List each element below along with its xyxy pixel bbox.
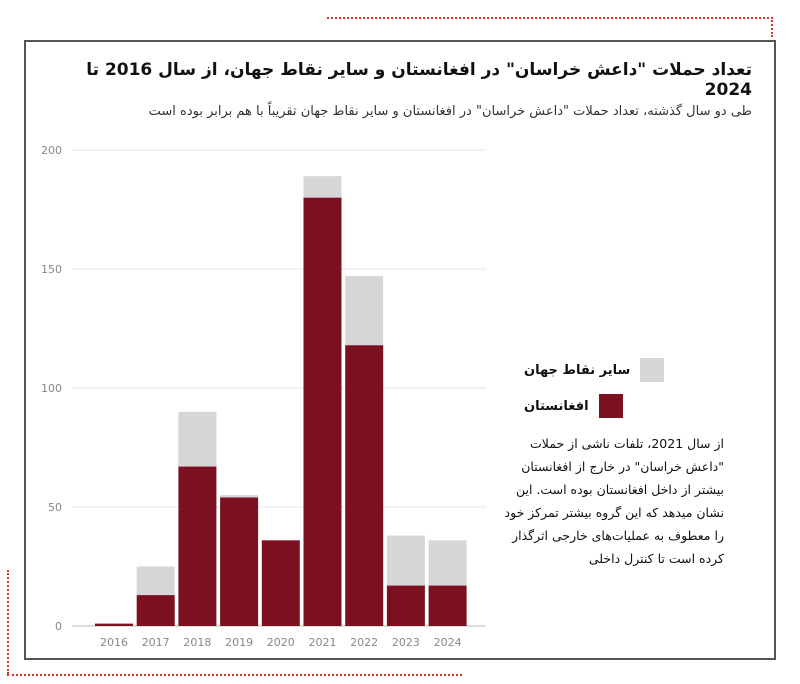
legend-label-other-world: سایر نقاط جهان [524, 362, 631, 378]
y-tick-label-200: 200 [41, 144, 62, 157]
decorative-dotted-line-bottom [7, 674, 462, 676]
x-tick-label-2020: 2020 [267, 636, 295, 649]
x-tick-label-2019: 2019 [225, 636, 253, 649]
bar-afghanistan-2023 [386, 585, 425, 626]
y-tick-label-0: 0 [55, 620, 62, 633]
bar-other-world-2021 [303, 176, 342, 198]
bar-afghanistan-2018 [178, 466, 217, 626]
bar-afghanistan-2019 [220, 497, 259, 626]
bar-afghanistan-2016 [95, 623, 133, 626]
x-tick-label-2018: 2018 [183, 636, 211, 649]
y-tick-label-150: 150 [41, 263, 62, 276]
x-tick-label-2023: 2023 [392, 636, 420, 649]
bar-afghanistan-2021 [303, 197, 342, 626]
legend-swatch-other-world [640, 358, 665, 382]
decorative-dotted-line-top [327, 17, 773, 19]
legend-swatch-afghanistan [598, 394, 623, 418]
legend-label-afghanistan: افغانستان [524, 398, 589, 414]
x-tick-label-2017: 2017 [142, 636, 170, 649]
bar-afghanistan-2017 [136, 595, 175, 626]
decorative-dotted-line-top-vertical [771, 17, 773, 37]
bar-other-world-2019 [220, 495, 259, 498]
bar-other-world-2018 [178, 411, 217, 467]
bar-afghanistan-2022 [345, 345, 384, 626]
x-tick-label-2016: 2016 [100, 636, 128, 649]
decorative-dotted-line-bottom-vertical [7, 570, 9, 674]
chart-annotation: از سال 2021، تلفات ناشی از حملات "داعش خ… [504, 436, 724, 566]
legend-item-afghanistan: افغانستان [524, 394, 623, 418]
bar-other-world-2017 [136, 566, 175, 596]
y-tick-label-100: 100 [41, 382, 62, 395]
chart-subtitle: طی دو سال گذشته، تعداد حملات "داعش خراسا… [148, 104, 752, 119]
bar-other-world-2023 [386, 535, 425, 586]
bar-other-world-2024 [428, 540, 467, 586]
bar-other-world-2022 [345, 276, 384, 346]
x-tick-label-2022: 2022 [350, 636, 378, 649]
legend-item-other-world: سایر نقاط جهان [524, 358, 665, 382]
x-tick-label-2024: 2024 [434, 636, 462, 649]
y-tick-label-50: 50 [48, 501, 62, 514]
x-tick-label-2021: 2021 [309, 636, 337, 649]
chart-title: تعداد حملات "داعش خراسان" در افغانستان و… [86, 60, 752, 100]
bar-afghanistan-2024 [428, 585, 467, 626]
bar-afghanistan-2020 [261, 540, 300, 626]
